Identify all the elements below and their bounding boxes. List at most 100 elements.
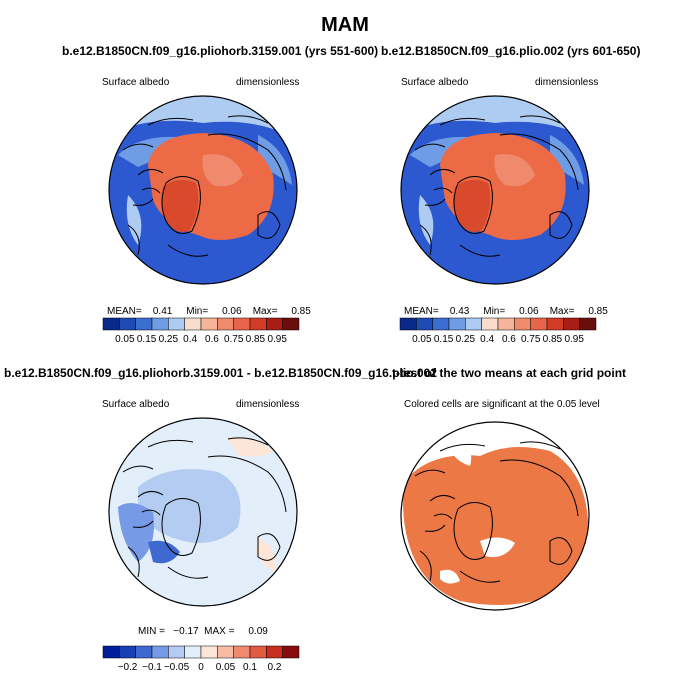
panel3-eurasia-coast	[207, 437, 287, 513]
panel1-colorbar-box-6	[200, 317, 218, 331]
panel2-colorbar-box-10	[563, 317, 580, 331]
panel2-units-label: dimensionless	[535, 77, 599, 88]
panel4-gap-north	[450, 441, 472, 466]
panel2-colorbar-box-7	[514, 317, 531, 331]
panel2-polar-map	[400, 95, 590, 285]
panel2-colorbar-tick-label-6: 0.85	[543, 334, 563, 345]
panel3-title: b.e12.B1850CN.f09_g16.pliohorb.3159.001 …	[4, 366, 437, 380]
panel2-colorbar-tick-label-0: 0.05	[412, 334, 432, 345]
panel2-colorbar-box-1	[416, 317, 433, 331]
panel1-scandinavia-coast	[257, 211, 281, 239]
panel2-scandinavia-coast	[549, 211, 573, 239]
panel3-map-border	[108, 417, 298, 607]
panel1-stats: MEAN= 0.41 Min= 0.06 Max= 0.85	[107, 306, 311, 317]
panel2-stats: MEAN= 0.43 Min= 0.06 Max= 0.85	[404, 306, 608, 317]
panel2-colorbar-tick-label-4: 0.6	[502, 334, 516, 345]
panel3-max-label: MAX =	[204, 626, 235, 637]
panel1-colorbar-tick-label-6: 0.85	[246, 334, 266, 345]
panel3-hudson-coast	[127, 546, 209, 579]
panel3-colorbar-box-9	[249, 645, 267, 659]
panel4-map-border	[400, 421, 590, 611]
panel1-colorbar-box-5	[184, 317, 202, 331]
panel3-greenland-coast	[161, 498, 201, 556]
panel1-map-border	[108, 95, 298, 285]
panel1-min-label: Min=	[186, 306, 209, 317]
panel2-colorbar-box-11	[579, 317, 597, 331]
panel1-colorbar-tick-label-3: 0.4	[183, 334, 197, 345]
panel1-greenland-ice	[161, 179, 199, 233]
panel2-colorbar-tick-label-2: 0.25	[456, 334, 476, 345]
panel1-title: b.e12.B1850CN.f09_g16.pliohorb.3159.001 …	[62, 44, 379, 58]
panel1-colorbar-box-0	[102, 317, 120, 331]
panel1-units-label: dimensionless	[236, 77, 300, 88]
panel3-colorbar-box-6	[200, 645, 218, 659]
panel1-colorbar-tick-label-7: 0.95	[267, 334, 287, 345]
figure-title: MAM	[321, 14, 369, 36]
panel1-colorbar-box-10	[266, 317, 283, 331]
panel3-stats: MIN = −0.17 MAX = 0.09	[138, 626, 268, 637]
panel4-alaska-coast	[414, 443, 486, 477]
panel1-colorbar-box-11	[282, 317, 300, 331]
panel3-colorbar-box-4	[168, 645, 185, 659]
panel1-mean-label: MEAN=	[107, 306, 142, 317]
panel3-colorbar-box-8	[233, 645, 251, 659]
panel1-colorbar-box-9	[249, 317, 267, 331]
panel3-scandinavia-coast	[257, 533, 281, 561]
panel2-title: b.e12.B1850CN.f09_g16.plio.002 (yrs 601-…	[381, 44, 641, 58]
panel2-colorbar-tick-label-5: 0.75	[521, 334, 541, 345]
panel2-variable-label: Surface albedo	[401, 77, 469, 88]
panel3-colorbar-tick-label-6: 0.2	[268, 662, 282, 673]
panel3-colorbar-box-3	[151, 645, 169, 659]
panel2-min-value: 0.06	[519, 306, 539, 317]
panel3-strong-negative-west	[118, 503, 154, 562]
panel2-mean-label: MEAN=	[404, 306, 439, 317]
panel3-colorbar-tick-label-5: 0.1	[243, 662, 257, 673]
panel4-eurasia-coast	[499, 441, 579, 517]
panel2-canada-coast	[424, 169, 456, 206]
panel1-max-label: Max=	[252, 306, 278, 317]
panel2-greenland-ice	[453, 179, 491, 233]
panel1-greenland-coast	[161, 176, 201, 234]
panel3-negative-area	[138, 469, 241, 543]
panel3-colorbar: −0.2 −0.1 −0.05 0 0.05 0.1 0.2	[102, 645, 300, 673]
panel4-subtitle: Colored cells are significant at the 0.0…	[404, 399, 600, 410]
panel3-min-label: MIN =	[138, 626, 165, 637]
panel2-atlantic-margin	[418, 195, 434, 245]
panel2-colorbar-box-8	[530, 317, 548, 331]
panel4-title: t-test of the two means at each grid poi…	[392, 366, 627, 380]
panel1-scandinavia-field	[258, 135, 292, 185]
panel3-colorbar-box-2	[135, 645, 153, 659]
panel3-colorbar-box-0	[102, 645, 120, 659]
panel3-colorbar-box-5	[184, 645, 202, 659]
panel2-colorbar-box-0	[399, 317, 417, 331]
panel3-colorbar-box-11	[282, 645, 300, 659]
panel1-colorbar-tick-label-0: 0.05	[115, 334, 135, 345]
panel1-colorbar-tick-label-2: 0.25	[159, 334, 179, 345]
panel2-greenland-coast	[453, 176, 493, 234]
panel3-min-value: −0.17	[173, 626, 199, 637]
panel1-max-value: 0.85	[291, 306, 311, 317]
panel4-canada-coast	[424, 495, 456, 532]
panel1-colorbar-box-1	[119, 317, 136, 331]
panel4-gap-center	[480, 537, 515, 558]
panel4-hudson-coast	[419, 550, 501, 583]
panel4-gap-south	[440, 569, 460, 584]
panel3-colorbar-box-7	[217, 645, 234, 659]
panel2-colorbar-box-2	[432, 317, 450, 331]
panel2-map-border	[400, 95, 590, 285]
panel2-colorbar-box-4	[465, 317, 482, 331]
panel1-central-ice-patch	[202, 154, 243, 187]
panel2-alaska-coast	[414, 117, 486, 151]
panel3-strongest-negative	[148, 540, 180, 564]
panel1-colorbar-tick-label-5: 0.75	[224, 334, 244, 345]
panel1-colorbar-box-4	[168, 317, 185, 331]
panel3-colorbar-tick-label-3: 0	[198, 662, 204, 673]
panel1-colorbar-tick-label-4: 0.6	[205, 334, 219, 345]
panel3-variable-label: Surface albedo	[102, 399, 170, 410]
panel1-hudson-coast	[127, 224, 209, 257]
panel1-colorbar-box-8	[233, 317, 251, 331]
panel3-polar-map	[108, 417, 298, 607]
panel2-colorbar: 0.05 0.15 0.25 0.4 0.6 0.75 0.85 0.95	[399, 317, 597, 345]
panel3-colorbar-box-10	[266, 645, 283, 659]
panel3-positive-east	[256, 537, 277, 572]
